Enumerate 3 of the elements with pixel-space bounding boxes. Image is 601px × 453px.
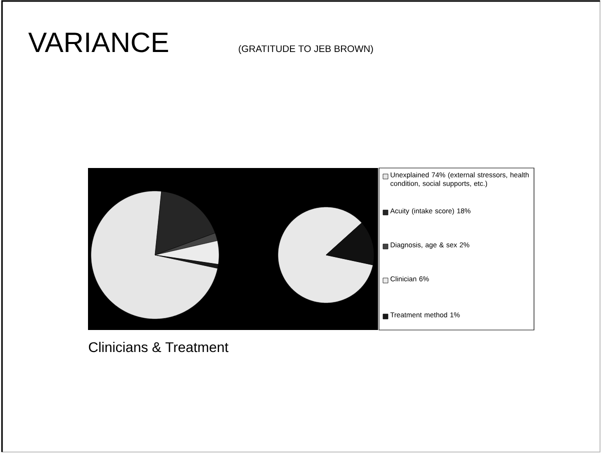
- text: Clinicians & Treatment: [88, 342, 228, 352]
- chart-title: VARIANCE: [28, 32, 168, 52]
- chart-subtitle: (GRATITUDE TO JEB BROWN): [238, 45, 373, 54]
